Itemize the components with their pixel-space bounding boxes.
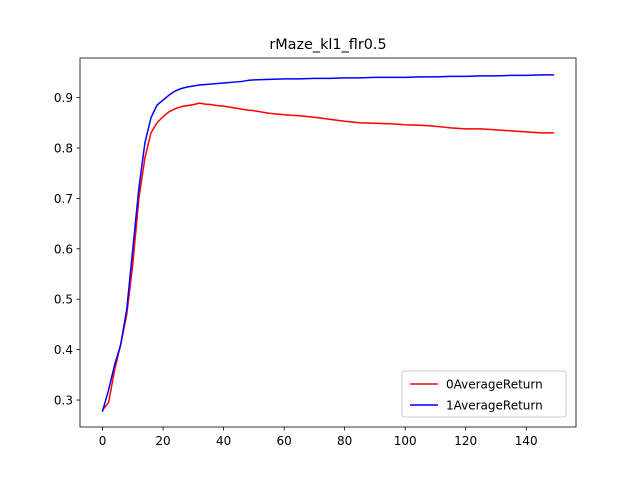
y-tick-label: 0.5 xyxy=(54,293,73,307)
series-line-1AverageReturn xyxy=(101,74,555,413)
x-tick-label: 0 xyxy=(99,434,107,448)
plot-area xyxy=(101,74,555,413)
y-tick-label: 0.4 xyxy=(54,343,73,357)
x-tick-label: 120 xyxy=(454,434,477,448)
x-tick-label: 140 xyxy=(515,434,538,448)
x-tick-label: 100 xyxy=(394,434,417,448)
legend: 0AverageReturn 1AverageReturn xyxy=(401,370,567,418)
x-tick-label: 20 xyxy=(155,434,170,448)
legend-box xyxy=(401,370,567,418)
x-tick-label: 40 xyxy=(216,434,231,448)
axes: 0 20 40 60 80 100 120 140 0.3 0.4 0.5 0.6 0.7 0.8 0.9 xyxy=(54,57,577,448)
y-tick-label: 0.3 xyxy=(54,394,73,408)
axes-frame xyxy=(79,57,577,428)
x-tick-label: 60 xyxy=(276,434,291,448)
chart-title: rMaze_kl1_flr0.5 xyxy=(269,37,386,53)
series-line-0AverageReturn xyxy=(101,102,555,412)
y-tick-label: 0.7 xyxy=(54,192,73,206)
y-tick-label: 0.6 xyxy=(54,242,73,256)
x-tick-label: 80 xyxy=(337,434,352,448)
legend-label-1AverageReturn: 1AverageReturn xyxy=(446,399,543,413)
y-tick-label: 0.8 xyxy=(54,141,73,155)
y-tick-label: 0.9 xyxy=(54,91,73,105)
legend-label-0AverageReturn: 0AverageReturn xyxy=(446,378,543,392)
